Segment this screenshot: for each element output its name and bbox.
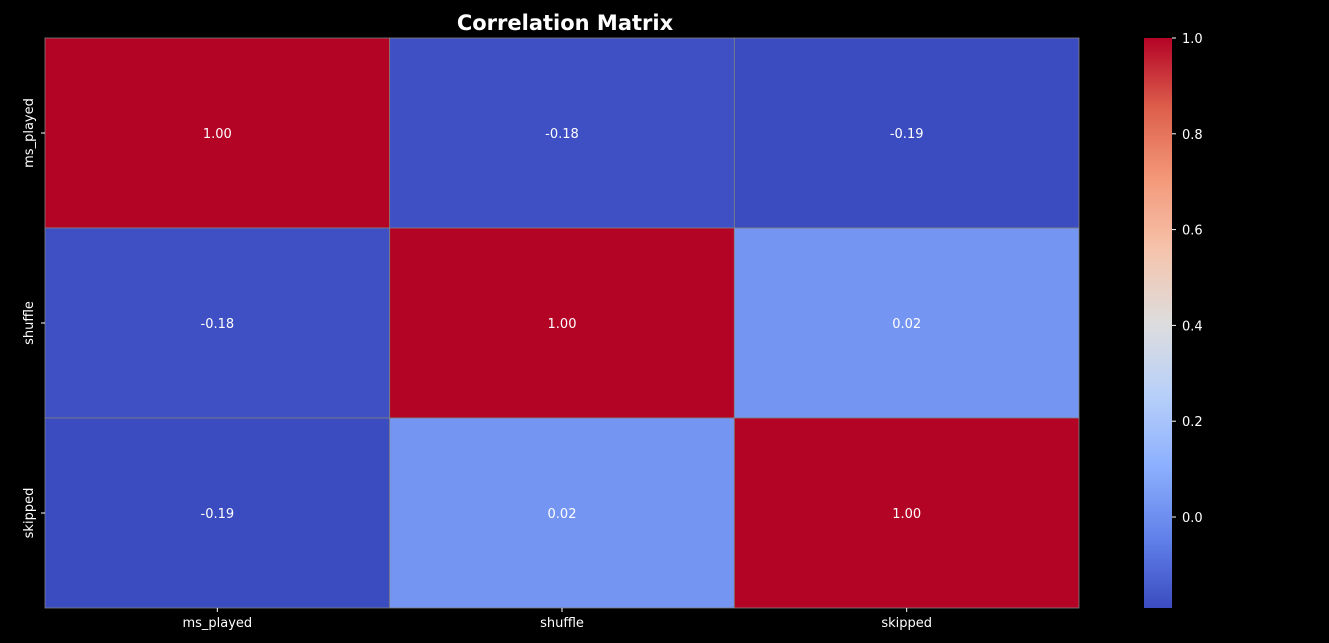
heatmap-cell-shuffle-skipped [733,227,1080,419]
y-tick-label: skipped [22,488,37,539]
colorbar-tick-label: 1.0 [1182,32,1203,47]
heatmap-cells: 1.00 -0.18 -0.19 -0.18 1.00 0.02 -0.19 0.02 1.00 [44,37,1080,609]
x-tick-label: shuffle [540,616,584,631]
heatmap-cell-skipped-shuffle [389,417,735,609]
heatmap-cell-shuffle-shuffle [389,227,735,419]
colorbar-tick-label: 0.6 [1182,224,1203,239]
cell-value-label: -0.18 [201,317,235,332]
colorbar-tick-label: 0.0 [1182,511,1203,526]
colorbar-tick-label: 0.2 [1182,415,1203,430]
x-axis-ticks: ms_played shuffle skipped [182,608,932,631]
cell-value-label: 0.02 [548,507,577,522]
colorbar-tick-label: 0.8 [1182,128,1203,143]
cell-value-label: 1.00 [548,317,577,332]
cell-value-label: 0.02 [892,317,921,332]
cell-value-label: -0.19 [890,127,924,142]
cell-value-label: -0.19 [201,507,235,522]
cell-value-label: 1.00 [203,127,232,142]
x-tick-label: skipped [881,616,932,631]
y-tick-label: ms_played [22,98,37,168]
chart-title: Correlation Matrix [457,11,674,35]
heatmap-cell-ms_played-skipped [733,37,1080,229]
cell-value-label: -0.18 [545,127,579,142]
heatmap-cell-ms_played-shuffle [389,37,735,229]
heatmap-cell-shuffle-ms_played [44,227,391,419]
y-tick-label: shuffle [22,301,37,345]
cell-value-label: 1.00 [892,507,921,522]
x-tick-label: ms_played [182,616,252,631]
colorbar-gradient [1144,38,1172,608]
colorbar: 0.0 0.2 0.4 0.6 0.8 1.0 [1144,32,1203,608]
heatmap-cell-ms_played-ms_played [44,37,391,229]
colorbar-tick-label: 0.4 [1182,319,1203,334]
heatmap-cell-skipped-ms_played [44,417,391,609]
